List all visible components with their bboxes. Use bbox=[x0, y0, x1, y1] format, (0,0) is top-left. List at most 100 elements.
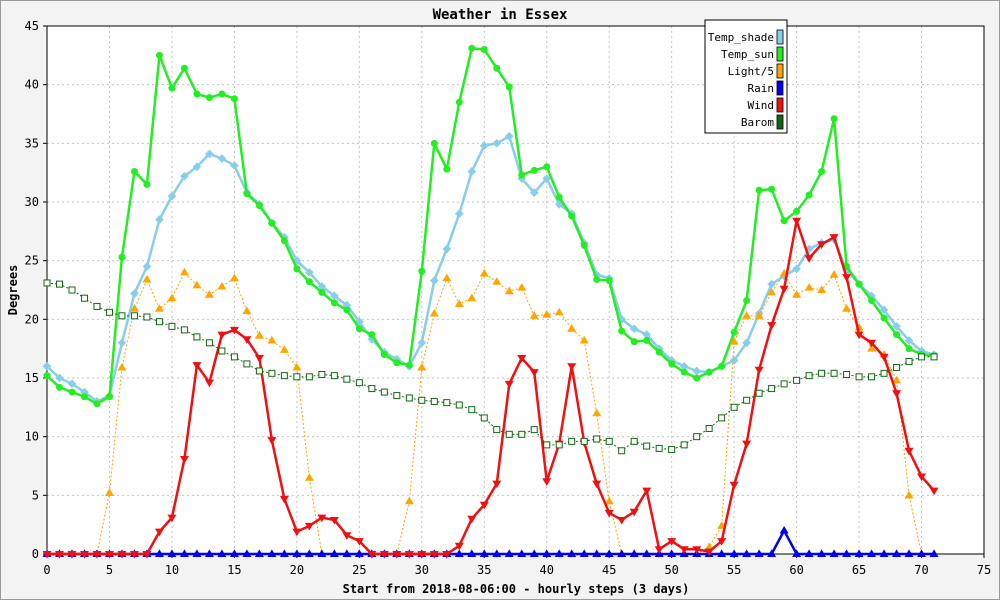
data-point-barom bbox=[93, 302, 101, 310]
data-point-rain bbox=[767, 549, 777, 558]
data-point-wind bbox=[204, 379, 214, 388]
data-point-temp-sun bbox=[105, 393, 113, 401]
data-point-temp-sun bbox=[243, 190, 251, 198]
data-point-light-5 bbox=[554, 307, 564, 316]
legend-label-light-5: Light/5 bbox=[728, 65, 774, 78]
data-point-temp-sun bbox=[468, 44, 476, 52]
data-point-light-5 bbox=[292, 362, 302, 371]
y-tick-label: 15 bbox=[25, 371, 39, 385]
legend-swatch-light-5 bbox=[776, 63, 784, 79]
x-tick-label: 55 bbox=[727, 563, 741, 577]
data-point-barom bbox=[180, 326, 188, 334]
data-point-light-5 bbox=[904, 490, 914, 499]
legend-label-barom: Barom bbox=[741, 116, 774, 129]
data-point-wind bbox=[454, 542, 464, 551]
data-point-light-5 bbox=[229, 273, 239, 282]
data-point-rain bbox=[779, 525, 789, 534]
data-point-light-5 bbox=[204, 290, 214, 298]
data-point-rain bbox=[279, 549, 289, 558]
data-point-wind bbox=[567, 363, 577, 371]
data-point-barom bbox=[218, 347, 226, 355]
data-point-wind bbox=[704, 548, 714, 557]
data-point-rain bbox=[579, 549, 589, 558]
data-point-temp-shade bbox=[180, 171, 189, 181]
data-point-barom bbox=[343, 375, 351, 383]
data-point-temp-sun bbox=[343, 306, 351, 314]
y-tick-label: 35 bbox=[25, 136, 39, 150]
data-point-rain bbox=[192, 549, 202, 558]
x-tick-label: 40 bbox=[540, 563, 554, 577]
data-point-temp-sun bbox=[293, 265, 301, 273]
data-point-light-5 bbox=[767, 287, 777, 296]
data-point-barom bbox=[693, 433, 701, 441]
data-point-barom bbox=[655, 444, 663, 452]
data-point-wind bbox=[154, 528, 164, 537]
data-point-rain bbox=[317, 549, 327, 558]
data-point-temp-sun bbox=[130, 167, 138, 175]
x-tick-label: 35 bbox=[477, 563, 491, 577]
data-point-light-5 bbox=[304, 473, 314, 481]
data-point-wind bbox=[92, 550, 102, 559]
data-point-barom bbox=[118, 312, 126, 320]
data-point-rain bbox=[467, 549, 477, 558]
data-point-temp-sun bbox=[830, 115, 838, 123]
data-point-light-5 bbox=[792, 290, 802, 298]
data-point-light-5 bbox=[154, 304, 164, 312]
data-point-temp-sun bbox=[393, 359, 401, 367]
data-point-rain bbox=[904, 549, 914, 558]
data-point-rain bbox=[342, 549, 352, 558]
data-point-wind bbox=[817, 241, 827, 249]
x-axis-label: Start from 2018-08-06:00 - hourly steps … bbox=[343, 582, 690, 596]
data-point-barom bbox=[705, 424, 713, 432]
data-point-temp-shade bbox=[892, 322, 901, 331]
data-point-temp-sun bbox=[255, 202, 263, 210]
data-point-light-5 bbox=[817, 285, 827, 294]
x-tick-label: 70 bbox=[914, 563, 928, 577]
data-point-wind bbox=[429, 550, 439, 559]
data-point-rain bbox=[742, 549, 752, 558]
data-point-rain bbox=[592, 549, 602, 558]
data-point-wind bbox=[779, 285, 789, 294]
data-point-wind bbox=[692, 546, 702, 554]
data-point-wind bbox=[792, 217, 802, 226]
data-point-temp-sun bbox=[593, 275, 601, 283]
data-point-rain bbox=[267, 549, 277, 558]
data-point-barom bbox=[555, 441, 563, 449]
y-tick-label: 25 bbox=[25, 254, 39, 268]
data-point-rain bbox=[879, 549, 889, 558]
data-point-wind bbox=[279, 495, 289, 504]
series-barom bbox=[43, 279, 938, 455]
data-point-wind bbox=[592, 480, 602, 489]
data-point-wind bbox=[867, 339, 877, 348]
data-point-barom bbox=[268, 369, 276, 377]
data-point-rain bbox=[604, 549, 614, 558]
data-point-barom bbox=[355, 379, 363, 387]
x-tick-label: 50 bbox=[664, 563, 678, 577]
data-point-temp-shade bbox=[442, 244, 452, 254]
data-point-temp-sun bbox=[268, 219, 276, 227]
data-point-barom bbox=[605, 437, 613, 445]
data-point-rain bbox=[304, 549, 314, 558]
data-point-barom bbox=[805, 372, 813, 380]
legend-swatch-temp-shade bbox=[776, 29, 784, 45]
data-point-temp-sun bbox=[280, 237, 288, 245]
data-point-barom bbox=[505, 430, 513, 438]
x-tick-label: 10 bbox=[165, 563, 179, 577]
data-point-wind bbox=[129, 550, 139, 559]
data-point-wind bbox=[367, 550, 377, 559]
data-point-light-5 bbox=[604, 496, 614, 505]
data-point-temp-sun bbox=[518, 171, 526, 179]
data-point-temp-shade bbox=[767, 279, 776, 289]
data-point-wind bbox=[192, 362, 202, 370]
data-point-barom bbox=[430, 397, 438, 405]
data-point-wind bbox=[929, 487, 939, 496]
data-point-rain bbox=[629, 549, 639, 558]
data-point-barom bbox=[55, 280, 63, 288]
data-point-temp-shade bbox=[142, 262, 152, 271]
y-tick-label: 5 bbox=[32, 488, 39, 502]
data-point-temp-shade bbox=[479, 141, 489, 150]
series-rain bbox=[42, 525, 939, 558]
x-tick-label: 45 bbox=[602, 563, 616, 577]
legend-swatch-rain bbox=[776, 80, 784, 96]
